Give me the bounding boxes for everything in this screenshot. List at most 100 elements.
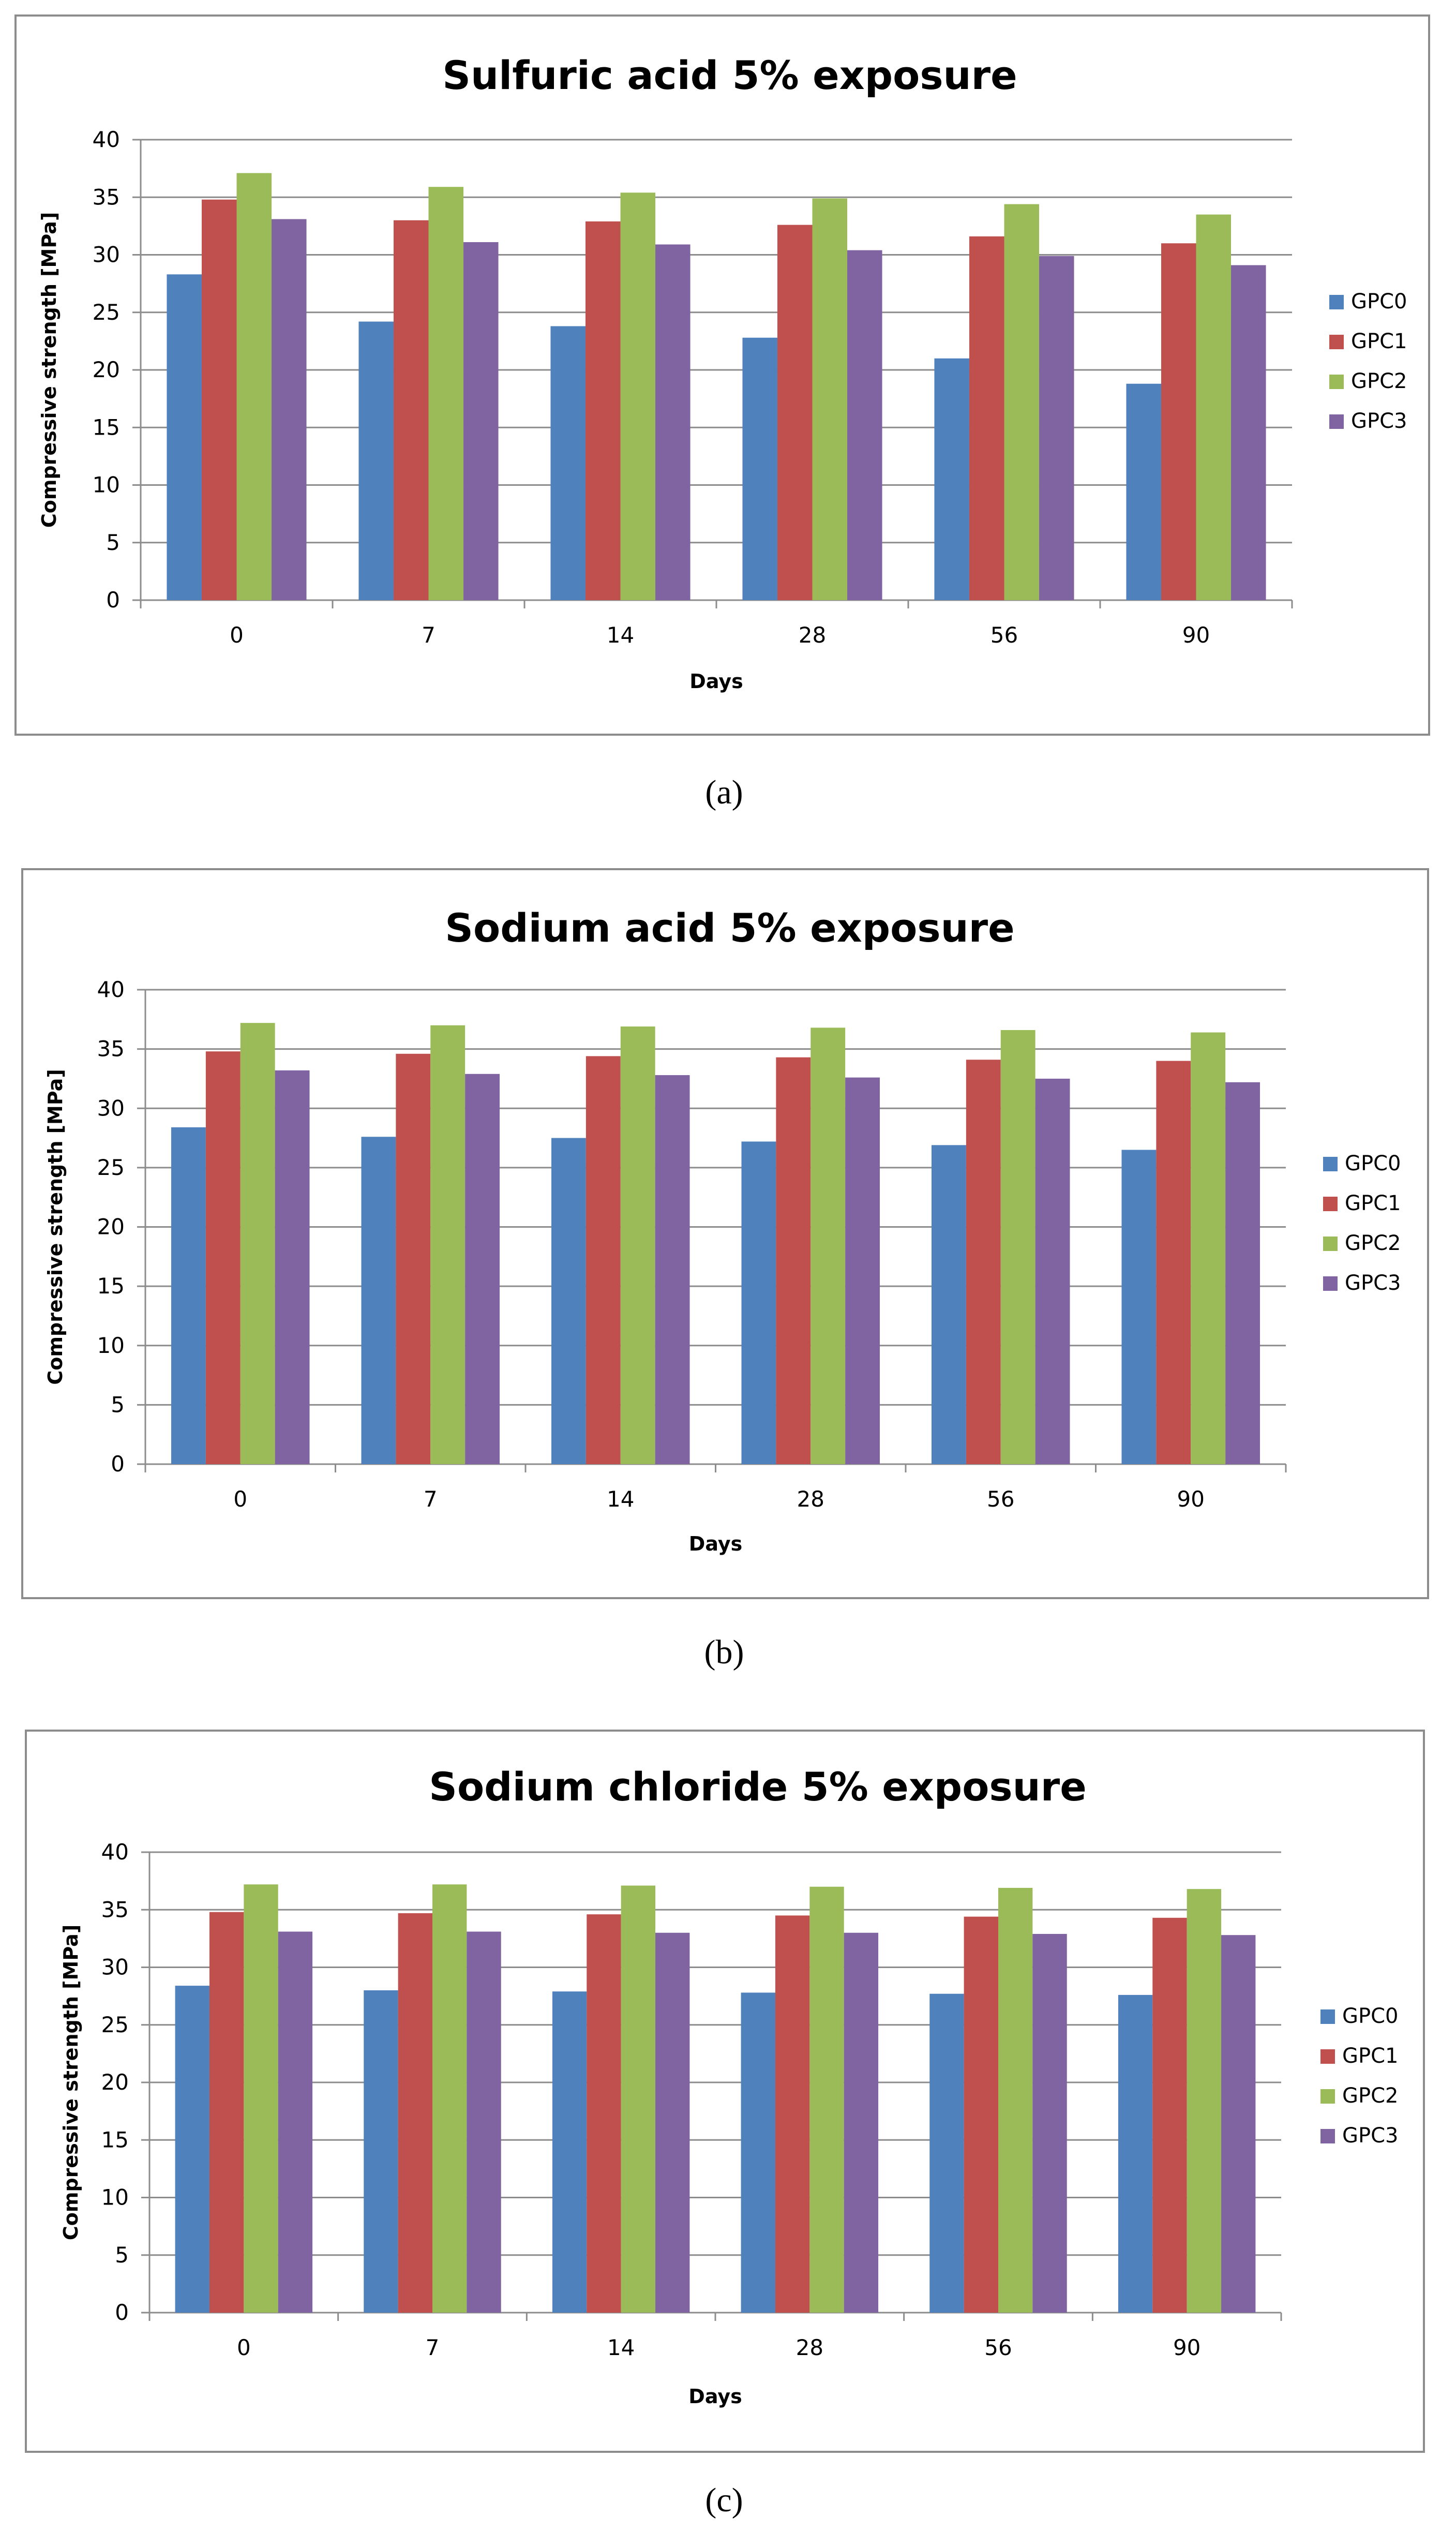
bar-gpc1-day-0: [201, 199, 237, 600]
legend-label-gpc3: GPC3: [1351, 409, 1407, 433]
y-tick-label: 20: [93, 357, 120, 382]
bar-gpc0-day-0: [175, 1986, 209, 2313]
bar-gpc0-day-28: [741, 1141, 776, 1464]
bar-gpc3-day-56: [1032, 1933, 1067, 2313]
bar-gpc0-day-7: [364, 1990, 398, 2313]
bar-gpc3-day-90: [1221, 1935, 1256, 2313]
legend-label-gpc2: GPC2: [1345, 1231, 1401, 1255]
bar-gpc2-day-14: [620, 192, 656, 601]
legend-swatch-gpc3: [1329, 414, 1344, 429]
bar-gpc3-day-28: [845, 1077, 880, 1464]
legend-label-gpc0: GPC0: [1342, 2004, 1399, 2028]
bar-gpc2-day-90: [1191, 1032, 1226, 1464]
bar-gpc3-day-7: [467, 1931, 501, 2313]
bar-gpc2-day-56: [998, 1887, 1033, 2313]
bar-gpc0-day-90: [1118, 1994, 1153, 2313]
x-axis-label: Days: [689, 670, 743, 693]
bar-gpc3-day-56: [1039, 256, 1074, 601]
chart-title: Sodium chloride 5% exposure: [429, 1764, 1087, 1810]
legend-swatch-gpc2: [1329, 375, 1344, 389]
bar-gpc3-day-14: [655, 1075, 690, 1464]
chart-title: Sodium acid 5% exposure: [445, 905, 1014, 951]
x-tick-label: 14: [607, 1486, 634, 1512]
y-tick-label: 10: [93, 472, 120, 498]
bar-gpc3-day-7: [465, 1074, 500, 1464]
bar-gpc2-day-90: [1196, 214, 1232, 600]
x-tick-label: 56: [984, 2335, 1012, 2360]
x-tick-label: 90: [1182, 622, 1210, 648]
bar-gpc2-day-90: [1187, 1889, 1222, 2313]
y-tick-label: 40: [101, 1839, 129, 1865]
legend-swatch-gpc2: [1323, 1237, 1338, 1251]
x-tick-label: 7: [426, 2335, 440, 2360]
y-tick-label: 0: [106, 587, 120, 613]
y-tick-label: 5: [115, 2242, 129, 2268]
bar-gpc0-day-14: [552, 1991, 587, 2313]
bar-gpc1-day-14: [586, 1056, 621, 1464]
x-tick-label: 7: [422, 622, 436, 648]
bar-gpc3-day-0: [272, 219, 307, 600]
bar-gpc0-day-7: [358, 321, 394, 600]
legend-label-gpc2: GPC2: [1342, 2084, 1399, 2108]
y-axis-label: Compressive strength [MPa]: [59, 1925, 82, 2240]
bar-gpc1-day-90: [1152, 1917, 1187, 2313]
y-tick-label: 30: [93, 242, 120, 267]
legend-swatch-gpc0: [1320, 2009, 1335, 2024]
bar-gpc0-day-56: [931, 1145, 966, 1464]
y-tick-label: 30: [101, 1955, 129, 1980]
y-tick-label: 25: [93, 300, 120, 325]
bar-gpc1-day-28: [776, 1057, 811, 1464]
bar-gpc2-day-7: [428, 187, 464, 601]
bar-gpc2-day-7: [432, 1884, 467, 2313]
chart-panel-0: Sulfuric acid 5% exposure 0 5 10 15 20 25 30 35 4…: [14, 14, 1430, 736]
legend-swatch-gpc0: [1323, 1157, 1338, 1171]
bar-gpc2-day-0: [240, 1023, 275, 1464]
x-tick-label: 14: [607, 2335, 635, 2360]
bar-gpc3-day-0: [275, 1070, 310, 1464]
figure-caption-1: (b): [704, 1633, 744, 1671]
x-tick-label: 0: [230, 622, 244, 648]
y-tick-label: 35: [93, 184, 120, 210]
bar-gpc1-day-0: [209, 1912, 244, 2313]
bar-gpc2-day-28: [812, 198, 848, 601]
y-tick-label: 35: [97, 1036, 125, 1062]
bar-gpc1-day-28: [777, 225, 813, 600]
legend-label-gpc1: GPC1: [1351, 330, 1407, 353]
bar-gpc0-day-14: [550, 326, 586, 600]
y-tick-label: 20: [97, 1214, 125, 1240]
legend-swatch-gpc1: [1320, 2049, 1335, 2064]
bar-gpc1-day-14: [585, 221, 621, 601]
bar-gpc2-day-0: [236, 173, 272, 600]
bar-gpc0-day-28: [741, 1992, 775, 2313]
bar-gpc2-day-28: [810, 1027, 846, 1464]
bar-gpc1-day-7: [396, 1053, 431, 1464]
bar-gpc1-day-56: [966, 1060, 1001, 1464]
y-tick-label: 30: [97, 1095, 125, 1121]
x-tick-label: 0: [237, 2335, 251, 2360]
bar-gpc3-day-90: [1231, 265, 1266, 600]
y-tick-label: 15: [97, 1273, 125, 1299]
y-tick-label: 15: [93, 414, 120, 440]
bar-gpc2-day-56: [1000, 1030, 1035, 1464]
bar-gpc3-day-0: [278, 1931, 313, 2313]
bar-gpc3-day-7: [463, 242, 499, 600]
y-tick-label: 10: [97, 1333, 125, 1358]
bar-gpc0-day-56: [934, 358, 969, 600]
figure-caption-2: (c): [705, 2481, 743, 2519]
legend-swatch-gpc1: [1329, 335, 1344, 349]
bar-gpc1-day-56: [969, 236, 1004, 600]
legend-label-gpc0: GPC0: [1351, 290, 1407, 314]
bar-gpc3-day-28: [844, 1932, 879, 2313]
bar-gpc2-day-7: [430, 1025, 466, 1464]
x-axis-label: Days: [688, 2385, 742, 2408]
bar-gpc0-day-0: [167, 274, 202, 600]
bar-gpc0-day-56: [929, 1993, 964, 2313]
bar-gpc3-day-14: [655, 244, 691, 601]
bar-gpc0-day-7: [361, 1137, 396, 1464]
legend-label-gpc1: GPC1: [1345, 1191, 1401, 1215]
bar-gpc3-day-56: [1035, 1078, 1070, 1464]
y-tick-label: 15: [101, 2127, 129, 2152]
bar-gpc1-day-28: [775, 1915, 810, 2313]
chart-title: Sulfuric acid 5% exposure: [442, 52, 1017, 98]
